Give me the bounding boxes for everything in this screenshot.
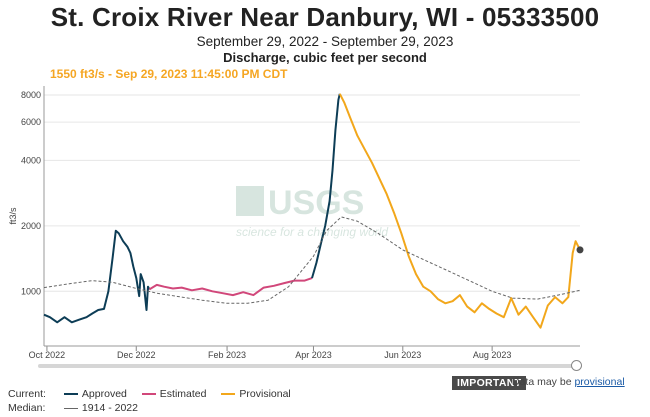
usgs-logo-icon [236, 186, 264, 216]
units-label: Discharge, cubic feet per second [223, 50, 427, 65]
zoom-slider-track[interactable] [38, 364, 582, 368]
discharge-chart[interactable]: USGS science for a changing world 1000 2000… [0, 0, 650, 360]
date-range: September 29, 2022 - September 29, 2023 [196, 34, 454, 49]
x-tick-label: Apr 2023 [295, 350, 332, 360]
y-tick-label: 4000 [21, 155, 41, 165]
legend-median: Median: 1914 - 2022 [8, 402, 150, 414]
series-line-1914-2022 [43, 216, 581, 304]
series-line-provisional [338, 93, 581, 329]
legend-current: Current: Approved Estimated Provisional [8, 388, 303, 400]
legend-current-label: Current: [8, 388, 46, 400]
usgs-logo-text: USGS [268, 184, 364, 222]
legend-approved-label: Approved [81, 388, 127, 400]
legend-approved[interactable]: Approved [63, 388, 127, 400]
usgs-watermark: USGS science for a changing world [236, 184, 388, 239]
series-line-approved [43, 229, 151, 324]
y-tick-label: 6000 [21, 117, 41, 127]
page-title: St. Croix River Near Danbury, WI - 05333… [50, 2, 600, 32]
provisional-swatch-icon [221, 393, 236, 396]
important-badge: IMPORTANT [452, 376, 527, 390]
provisional-notice: Data may be provisional [512, 376, 625, 388]
legend-estimated[interactable]: Estimated [141, 388, 207, 400]
legend-median-range[interactable]: 1914 - 2022 [63, 402, 138, 414]
y-tick-label: 2000 [21, 221, 41, 231]
notice-text: Data may be [512, 376, 572, 388]
y-axis-label: ft3/s [8, 207, 18, 225]
estimated-swatch-icon [141, 393, 156, 396]
approved-swatch-icon [63, 393, 78, 396]
legend-estimated-label: Estimated [159, 388, 207, 400]
y-tick-label: 8000 [21, 90, 41, 100]
median-swatch-icon [63, 407, 78, 409]
legend-provisional[interactable]: Provisional [221, 388, 291, 400]
legend-median-range-label: 1914 - 2022 [81, 402, 138, 414]
current-value-marker [576, 246, 584, 254]
x-tick-label: Aug 2023 [473, 350, 512, 360]
y-tick-label: 1000 [21, 286, 41, 296]
legend-median-label: Median: [8, 402, 46, 414]
series-line-approved [311, 93, 341, 279]
current-value-readout: 1550 ft3/s - Sep 29, 2023 11:45:00 PM CD… [50, 67, 288, 81]
series-line-estimated [148, 277, 313, 297]
usgs-tagline: science for a changing world [236, 225, 388, 239]
zoom-slider-handle[interactable] [571, 360, 582, 371]
provisional-link[interactable]: provisional [574, 376, 625, 388]
x-tick-label: Oct 2022 [29, 350, 66, 360]
x-tick-label: Feb 2023 [208, 350, 246, 360]
x-tick-label: Jun 2023 [384, 350, 421, 360]
legend-provisional-label: Provisional [239, 388, 291, 400]
x-tick-label: Dec 2022 [117, 350, 156, 360]
